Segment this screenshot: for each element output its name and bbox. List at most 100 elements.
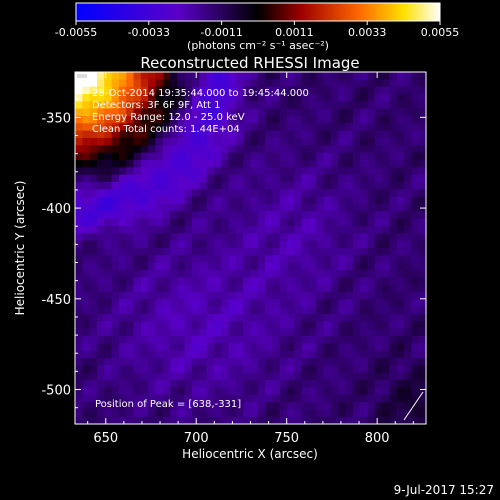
heatmap-cell — [360, 174, 369, 183]
heatmap-cell — [330, 328, 339, 337]
heatmap-cell — [213, 306, 222, 315]
heatmap-cell — [221, 226, 230, 234]
heatmap-cell — [418, 123, 427, 132]
heatmap-cell — [338, 182, 347, 190]
heatmap-cell — [162, 211, 171, 220]
chart-title: Reconstructed RHESSI Image — [140, 54, 359, 72]
heatmap-cell — [140, 306, 149, 315]
heatmap-cell — [75, 174, 83, 183]
heatmap-cell — [309, 101, 317, 110]
heatmap-cell — [184, 101, 193, 110]
heatmap-cell — [177, 130, 186, 139]
heatmap-cell — [323, 101, 332, 110]
heatmap-cell — [192, 86, 200, 95]
heatmap-cell — [96, 218, 105, 227]
heatmap-cell — [133, 255, 142, 264]
heatmap-cell — [389, 387, 398, 396]
heatmap-cell — [272, 277, 281, 286]
heatmap-cell — [243, 101, 252, 110]
heatmap-cell — [235, 292, 244, 300]
heatmap-cell — [287, 255, 295, 264]
heatmap-cell — [89, 350, 98, 359]
heatmap-cell — [140, 350, 149, 359]
heatmap-cell — [243, 116, 252, 124]
heatmap-cell — [96, 167, 105, 176]
heatmap-cell — [367, 108, 376, 117]
heatmap-cell — [213, 108, 222, 117]
heatmap-cell — [177, 394, 186, 403]
heatmap-cell — [89, 277, 98, 286]
heatmap-cell — [272, 284, 281, 293]
heatmap-cell — [367, 277, 376, 286]
heatmap-cell — [89, 380, 98, 388]
heatmap-cell — [396, 108, 405, 117]
heatmap-cell — [330, 365, 339, 374]
heatmap-cell — [118, 277, 127, 286]
y-tick-label: -400 — [41, 202, 71, 217]
heatmap-cell — [411, 86, 420, 95]
heatmap-cell — [272, 182, 281, 190]
heatmap-cell — [360, 145, 369, 154]
heatmap-cell — [75, 145, 83, 154]
heatmap-cell — [111, 365, 120, 374]
heatmap-cell — [133, 343, 142, 352]
heatmap-cell — [382, 240, 391, 249]
heatmap-cell — [192, 314, 200, 322]
heatmap-cell — [96, 123, 105, 132]
heatmap-cell — [411, 292, 420, 300]
heatmap-cell — [272, 226, 281, 234]
heatmap-cell — [396, 343, 405, 352]
heatmap-cell — [301, 233, 310, 242]
heatmap-cell — [243, 402, 252, 410]
heatmap-cell — [360, 299, 369, 308]
heatmap-cell — [206, 336, 215, 344]
heatmap-cell — [126, 130, 135, 139]
heatmap-cell — [374, 262, 383, 271]
heatmap-cell — [111, 402, 120, 410]
heatmap-cell — [155, 416, 164, 425]
heatmap-cell — [126, 350, 135, 359]
heatmap-cell — [206, 240, 215, 249]
heatmap-cell — [96, 284, 105, 293]
heatmap-cell — [279, 402, 288, 410]
limb-line — [403, 391, 424, 421]
heatmap-cell — [338, 262, 347, 271]
heatmap-cell — [287, 167, 295, 176]
heatmap-cell — [104, 328, 113, 337]
heatmap-cell — [213, 248, 222, 256]
heatmap-cell — [309, 284, 317, 293]
heatmap-cell — [75, 299, 83, 308]
heatmap-cell — [148, 284, 157, 293]
heatmap-cell — [192, 343, 200, 352]
heatmap-cell — [360, 284, 369, 293]
heatmap-cell — [330, 123, 339, 132]
heatmap-cell — [360, 130, 369, 139]
heatmap-cell — [287, 123, 295, 132]
heatmap-cell — [345, 226, 354, 234]
heatmap-cell — [389, 292, 398, 300]
heatmap-cell — [360, 306, 369, 315]
heatmap-cell — [140, 138, 149, 146]
heatmap-cell — [265, 350, 274, 359]
heatmap-cell — [162, 284, 171, 293]
heatmap-cell — [126, 248, 135, 256]
heatmap-cell — [309, 211, 317, 220]
heatmap-cell — [192, 101, 200, 110]
heatmap-cell — [360, 240, 369, 249]
heatmap-cell — [250, 160, 259, 168]
heatmap-cell — [382, 167, 391, 176]
heatmap-cell — [309, 116, 317, 124]
heatmap-cell — [294, 116, 303, 124]
heatmap-cell — [330, 196, 339, 205]
heatmap-cell — [75, 402, 83, 410]
heatmap-cell — [89, 116, 98, 124]
heatmap-cell — [155, 218, 164, 227]
heatmap-cell — [82, 394, 91, 403]
heatmap-cell — [162, 86, 171, 95]
heatmap-cell — [411, 218, 420, 227]
heatmap-cell — [404, 270, 412, 278]
heatmap-cell — [309, 130, 317, 139]
heatmap-cell — [345, 182, 354, 190]
heatmap-cell — [213, 328, 222, 337]
heatmap-cell — [184, 72, 193, 80]
